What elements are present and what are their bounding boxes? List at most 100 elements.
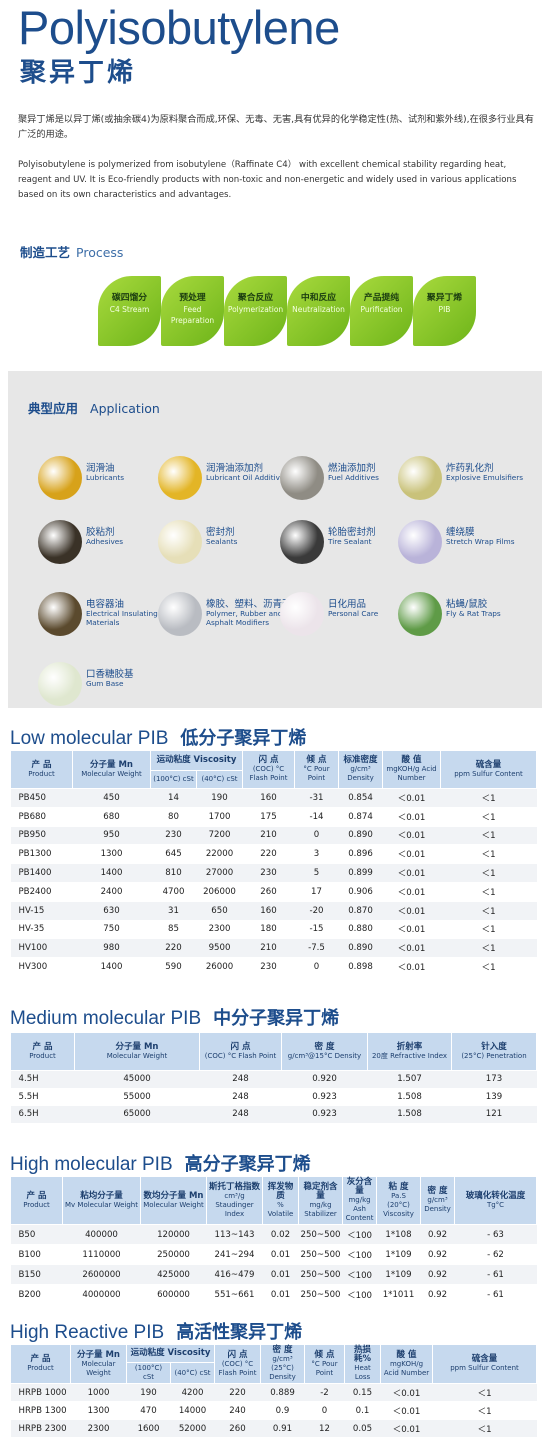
table-row: PB1400 1400 810 27000 230 5 0.899 ＜0.01 ＜1: [10, 863, 537, 883]
low-pib-title-en: Low molecular PIB: [10, 728, 169, 749]
table-cell: ＜0.01: [380, 1401, 433, 1420]
hhdr-product-en: Product: [23, 1200, 50, 1209]
medium-pib-table: 产 品 Product 分子量 Mn Molecular Weight 闪 点 (CO…: [10, 1032, 537, 1124]
table-cell: 175: [242, 807, 295, 827]
table-cell: PB450: [10, 788, 73, 808]
process-step-1: 碳四馏分 C4 Stream: [98, 276, 161, 346]
table-cell: 220: [150, 938, 197, 959]
rhdr-flash-en: (COC) °C Flash Point: [218, 1359, 257, 1377]
table-cell: 27000: [196, 863, 243, 883]
rhdr-pour: 倾 点: [314, 1349, 335, 1360]
rhdr-visc100: (100°C) cSt: [126, 1362, 171, 1384]
rhdr-density: 密 度: [272, 1345, 293, 1355]
table-cell: 1700: [196, 807, 243, 827]
high-pib-rows: B50 400000 120000 113~143 0.02 250~500 ＜100 1*1…: [10, 1224, 537, 1305]
table-cell: 31: [150, 901, 197, 921]
table-cell: 0: [304, 1401, 345, 1420]
table-cell: 0.880: [338, 920, 383, 940]
process-step-zh: 中和反应: [300, 293, 337, 303]
table-cell: 85: [150, 920, 197, 940]
table-cell: 206000: [196, 882, 243, 902]
low-pib-title: Low molecular PIB 低分子聚异丁烯: [10, 724, 306, 750]
application-label-en: Fuel Additives: [328, 473, 379, 482]
table-cell: 1400: [72, 863, 151, 883]
application-item: 轮胎密封剂 Tire Sealant: [280, 520, 410, 570]
table-cell: HV100: [10, 938, 73, 959]
table-row: PB2400 2400 4700 206000 260 17 0.906 ＜0.01 ＜1: [10, 882, 537, 902]
low-pib-table: 产 品 Product 分子量 Mn Molecular Weight 运动粘度 V…: [10, 750, 537, 977]
table-cell: 9500: [196, 938, 243, 959]
table-row: PB950 950 230 7200 210 0 0.890 ＜0.01 ＜1: [10, 826, 537, 846]
table-cell: -2: [304, 1383, 345, 1402]
process-step-en: C4 Stream: [109, 305, 150, 314]
table-cell: - 62: [454, 1244, 537, 1265]
table-cell: 0.923: [281, 1105, 368, 1124]
table-cell: HV-15: [10, 901, 73, 921]
mhdr-ri: 折射率: [396, 1041, 423, 1052]
table-cell: PB2400: [10, 882, 73, 902]
table-cell: ＜1: [440, 901, 537, 921]
table-cell: 0.02: [262, 1224, 299, 1245]
personal-care-icon: [280, 592, 324, 636]
table-cell: 0.92: [420, 1264, 455, 1285]
hhdr-volatile: 挥发物质: [267, 1181, 294, 1201]
table-cell: 0.01: [262, 1284, 299, 1305]
application-label-zh: 密封剂: [206, 527, 235, 538]
application-label-zh: 电容器油: [86, 599, 125, 610]
process-step-3: 聚合反应 Polymerization: [224, 276, 287, 346]
table-cell: 250~500: [298, 1224, 343, 1245]
oil-additive-icon: [158, 456, 202, 500]
table-cell: 810: [150, 863, 197, 883]
table-cell: 121: [451, 1105, 537, 1124]
medium-pib-title-en: Medium molecular PIB: [10, 1008, 202, 1029]
hdr-sulfur-en: ppm Sulfur Content: [454, 769, 523, 778]
application-label-en: Stretch Wrap Films: [446, 537, 515, 546]
rhdr-density-en: g/cm³ (25°C) Density: [269, 1355, 296, 1381]
rhdr-viscosity: 运动粘度 Viscosity: [130, 1348, 211, 1358]
hhdr-viscosity: 粘 度: [388, 1181, 409, 1192]
high-pib-table: 产 品 Product 粘均分子量 Mv Molecular Weight 数均分子…: [10, 1176, 537, 1305]
hhdr-stabilizer-en: mg/kg Stabilizer: [304, 1200, 337, 1218]
table-cell: 416~479: [206, 1264, 263, 1285]
table-cell: 4000000: [62, 1284, 141, 1305]
hdr-flash-en: (COC) °C Flash Point: [249, 765, 288, 782]
application-item: 橡胶、塑料、沥青改性剂 Polymer, Rubber and Asphalt M…: [158, 592, 311, 642]
table-cell: 14000: [170, 1401, 215, 1420]
application-item: 炸药乳化剂 Explosive Emulsifiers: [398, 456, 528, 506]
table-cell: ＜1: [440, 920, 537, 940]
table-cell: 0.92: [420, 1244, 455, 1265]
table-cell: ＜100: [342, 1264, 377, 1285]
table-cell: 1300: [70, 1401, 127, 1420]
application-item: 润滑油添加剂 Lubricant Oil Additives: [158, 456, 288, 506]
table-cell: ＜1: [440, 938, 537, 959]
mhdr-product-en: Product: [29, 1051, 56, 1060]
hhdr-mv: 粘均分子量: [80, 1190, 123, 1201]
hdr-mn-en: Molecular Weight: [81, 769, 142, 778]
table-row: B150 2600000 425000 416~479 0.01 250~500 ＜100 1…: [10, 1264, 537, 1285]
hhdr-staudinger-en: cm³/g Staudinger Index: [215, 1191, 254, 1218]
table-cell: 0.870: [338, 901, 383, 921]
table-cell: -14: [294, 807, 339, 827]
application-label-en: Electrical Insulating Materials: [86, 609, 158, 627]
table-cell: 5: [294, 863, 339, 883]
table-cell: 248: [199, 1088, 282, 1106]
table-cell: 160: [242, 901, 295, 921]
table-cell: 1000: [70, 1383, 127, 1402]
table-cell: ＜1: [440, 957, 537, 977]
reactive-pib-rows: HRPB 1000 1000 190 4200 220 0.889 -2 0.15 ＜0.01 ＜…: [10, 1383, 537, 1437]
hdr-acid-en: mgKOH/g Acid Number: [386, 765, 437, 782]
table-cell: 240: [214, 1401, 261, 1420]
hdr-pour-en: °C Pour Point: [303, 765, 330, 782]
table-cell: 210: [242, 826, 295, 846]
mhdr-density-en: g/cm³@15°C Density: [287, 1051, 362, 1060]
table-cell: 250~500: [298, 1264, 343, 1285]
table-cell: 241~294: [206, 1244, 263, 1265]
table-cell: 425000: [140, 1264, 207, 1285]
table-cell: 0.889: [260, 1383, 305, 1402]
table-row: B100 1110000 250000 241~294 0.01 250~500 ＜100 1…: [10, 1244, 537, 1265]
table-cell: PB1300: [10, 844, 73, 865]
application-label-zh: 粘蝇/鼠胶: [446, 599, 488, 610]
table-cell: 12: [304, 1419, 345, 1437]
polymer-icon: [158, 592, 202, 636]
hhdr-ash-en: mg/kg Ash Content: [345, 1196, 374, 1222]
